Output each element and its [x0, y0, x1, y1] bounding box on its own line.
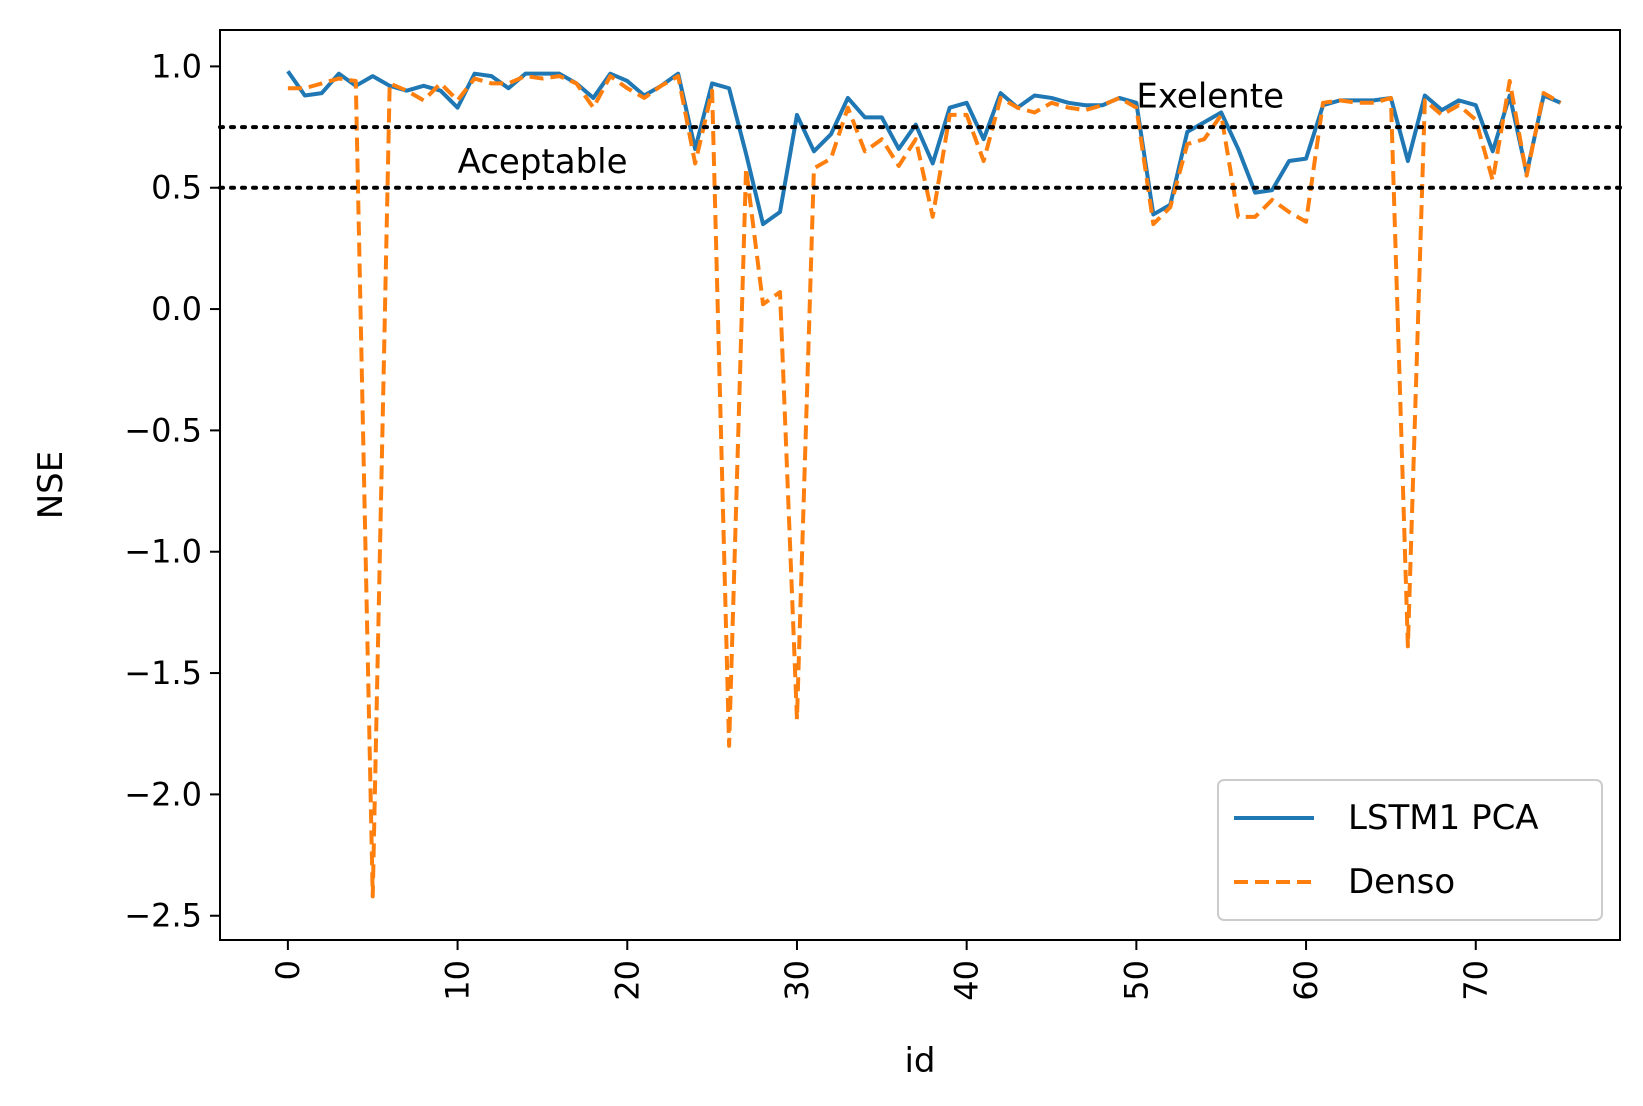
plot-frame — [219, 29, 1621, 941]
series-line-denso — [287, 74, 1562, 899]
x-tick-label: 50 — [1117, 960, 1155, 1001]
x-tick-label: 30 — [778, 960, 816, 1001]
legend-box — [1217, 779, 1603, 921]
y-tick-label: −2.5 — [124, 897, 202, 935]
y-axis-ticks: 1.0 0.5 0.0 −0.5 −1.0 −1.5 −2.0 −2.5 — [124, 47, 220, 935]
legend-label-denso: Denso — [1348, 862, 1455, 902]
annotation-exelente: Exelente — [1136, 77, 1284, 117]
x-tick-label: 0 — [269, 960, 307, 980]
y-tick-label: 0.0 — [151, 290, 202, 328]
x-tick-label: 20 — [608, 960, 646, 1001]
x-tick-label: 70 — [1457, 960, 1495, 1001]
threshold-lines — [218, 125, 1622, 190]
x-tick-label: 60 — [1287, 960, 1325, 1001]
legend: LSTM1 PCA Denso — [1217, 779, 1603, 921]
x-axis-ticks: 0 10 20 30 40 50 60 70 — [269, 940, 1495, 1001]
y-tick-label: −1.0 — [124, 533, 202, 571]
y-tick-label: −1.5 — [124, 654, 202, 692]
y-tick-label: −0.5 — [124, 411, 202, 449]
y-tick-label: 0.5 — [151, 169, 202, 207]
x-tick-label: 40 — [948, 960, 986, 1001]
x-tick-label: 10 — [439, 960, 477, 1001]
y-tick-label: −2.0 — [124, 775, 202, 813]
plot-lines — [286, 70, 1562, 899]
x-axis-label: id — [904, 1041, 935, 1081]
y-tick-label: 1.0 — [151, 47, 202, 85]
legend-label-lstm1-pca: LSTM1 PCA — [1348, 798, 1539, 838]
y-axis-label: NSE — [31, 451, 71, 520]
annotations: Exelente Aceptable — [458, 77, 1284, 183]
annotation-aceptable: Aceptable — [458, 142, 628, 182]
